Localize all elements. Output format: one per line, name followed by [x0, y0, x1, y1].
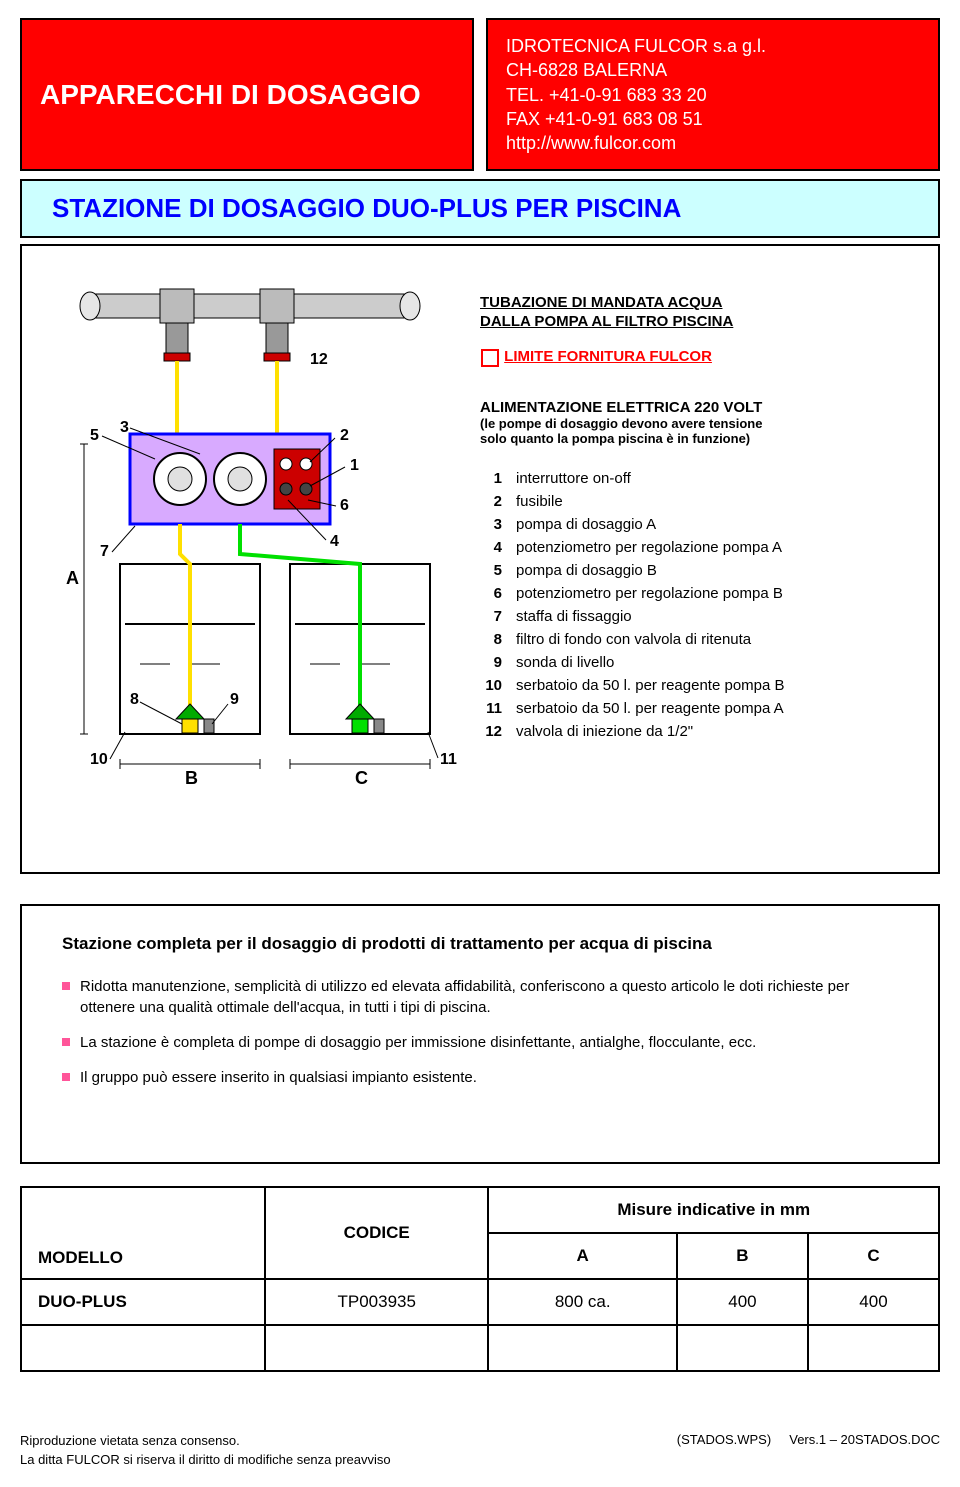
legend-6: potenziometro per regolazione pompa B: [516, 585, 920, 602]
bullet-icon: [62, 1073, 70, 1081]
power-line1: ALIMENTAZIONE ELETTRICA 220 VOLT: [480, 399, 762, 416]
company-banner: IDROTECNICA FULCOR s.a g.l. CH-6828 BALE…: [486, 18, 940, 171]
svg-text:4: 4: [330, 533, 339, 550]
diagram-container: 12: [20, 244, 940, 874]
desc-item-1: Ridotta manutenzione, semplicità di util…: [80, 976, 898, 1018]
description-box: Stazione completa per il dosaggio di pro…: [20, 904, 940, 1164]
legend-11: serbatoio da 50 l. per reagente pompa A: [516, 700, 920, 717]
footer: Riproduzione vietata senza consenso. La …: [20, 1432, 940, 1468]
svg-text:C: C: [355, 768, 368, 788]
legend-8: filtro di fondo con valvola di ritenuta: [516, 631, 920, 648]
page-title: APPARECCHI DI DOSAGGIO: [40, 79, 421, 111]
legend-1: interruttore on-off: [516, 470, 920, 487]
col-c: C: [808, 1233, 939, 1279]
col-code: CODICE: [265, 1187, 488, 1279]
subtitle: STAZIONE DI DOSAGGIO DUO-PLUS PER PISCIN…: [52, 193, 908, 224]
table-row-empty: [21, 1325, 939, 1371]
spec-table: MODELLO CODICE Misure indicative in mm A…: [20, 1186, 940, 1372]
col-b: B: [677, 1233, 808, 1279]
company-name: IDROTECNICA FULCOR s.a g.l.: [506, 34, 920, 58]
limite-fornitura: LIMITE FORNITURA FULCOR: [504, 348, 712, 365]
desc-item-3: Il gruppo può essere inserito in qualsia…: [80, 1067, 477, 1088]
bullet-icon: [62, 1038, 70, 1046]
svg-text:6: 6: [340, 497, 349, 514]
svg-text:12: 12: [310, 351, 328, 368]
svg-text:5: 5: [90, 427, 99, 444]
misure-heading: Misure indicative in mm: [488, 1187, 939, 1233]
legend-3: pompa di dosaggio A: [516, 516, 920, 533]
legend-12: valvola di iniezione da 1/2": [516, 723, 920, 740]
title-banner: APPARECCHI DI DOSAGGIO: [20, 18, 474, 171]
svg-text:3: 3: [120, 419, 129, 436]
cell-b: 400: [677, 1279, 808, 1325]
power-line3: solo quanto la pompa piscina è in funzio…: [480, 431, 920, 446]
schematic-drawing: 12: [40, 264, 470, 804]
description-heading: Stazione completa per il dosaggio di pro…: [62, 934, 898, 954]
col-model: MODELLO: [21, 1187, 265, 1279]
cell-a: 800 ca.: [488, 1279, 677, 1325]
legend-7: staffa di fissaggio: [516, 608, 920, 625]
svg-text:1: 1: [350, 457, 359, 474]
legend-10: serbatoio da 50 l. per reagente pompa B: [516, 677, 920, 694]
svg-text:11: 11: [440, 751, 457, 768]
svg-text:9: 9: [230, 691, 239, 708]
cell-model: DUO-PLUS: [21, 1279, 265, 1325]
legend-table: 1interruttore on-off 2fusibile 3pompa di…: [480, 470, 920, 740]
cell-c: 400: [808, 1279, 939, 1325]
col-a: A: [488, 1233, 677, 1279]
company-web: http://www.fulcor.com: [506, 131, 920, 155]
legend-9: sonda di livello: [516, 654, 920, 671]
bullet-icon: [62, 982, 70, 990]
legend-5: pompa di dosaggio B: [516, 562, 920, 579]
company-tel: TEL. +41-0-91 683 33 20: [506, 83, 920, 107]
header-row: APPARECCHI DI DOSAGGIO IDROTECNICA FULCO…: [20, 18, 940, 171]
diagram-text: TUBAZIONE DI MANDATA ACQUA DALLA POMPA A…: [480, 264, 920, 804]
company-address: CH-6828 BALERNA: [506, 58, 920, 82]
svg-text:8: 8: [130, 691, 139, 708]
tubazione-line1: TUBAZIONE DI MANDATA ACQUA: [480, 294, 920, 311]
cell-code: TP003935: [265, 1279, 488, 1325]
desc-item-2: La stazione è completa di pompe di dosag…: [80, 1032, 756, 1053]
svg-text:7: 7: [100, 543, 109, 560]
power-line2: (le pompe di dosaggio devono avere tensi…: [480, 416, 920, 431]
svg-text:B: B: [185, 768, 198, 788]
legend-2: fusibile: [516, 493, 920, 510]
company-fax: FAX +41-0-91 683 08 51: [506, 107, 920, 131]
footer-line1: Riproduzione vietata senza consenso.: [20, 1432, 391, 1450]
table-row: DUO-PLUS TP003935 800 ca. 400 400: [21, 1279, 939, 1325]
svg-text:A: A: [66, 568, 79, 588]
tubazione-line2: DALLA POMPA AL FILTRO PISCINA: [480, 313, 920, 330]
svg-text:2: 2: [340, 427, 349, 444]
svg-text:10: 10: [90, 751, 108, 768]
footer-line2: La ditta FULCOR si riserva il diritto di…: [20, 1451, 391, 1469]
subtitle-box: STAZIONE DI DOSAGGIO DUO-PLUS PER PISCIN…: [20, 179, 940, 238]
legend-4: potenziometro per regolazione pompa A: [516, 539, 920, 556]
footer-file: (STADOS.WPS): [677, 1432, 771, 1447]
footer-version: Vers.1 – 20STADOS.DOC: [789, 1432, 940, 1447]
